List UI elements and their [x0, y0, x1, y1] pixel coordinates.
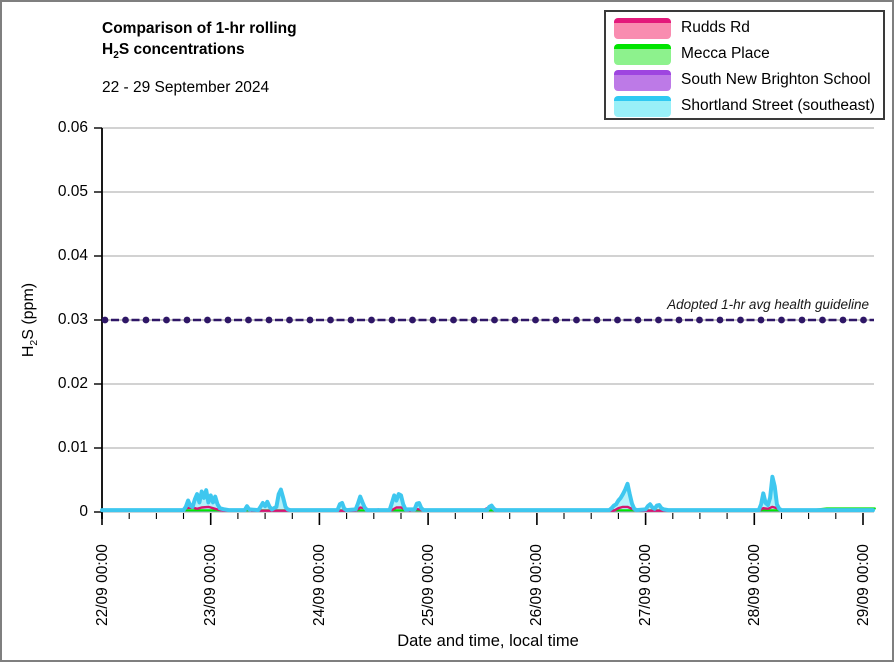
legend-item: Rudds Rd: [606, 15, 883, 41]
x-tick-label: 25/09 00:00: [420, 544, 437, 626]
guideline-dot: [573, 316, 580, 324]
y-tick-label: 0.01: [57, 439, 88, 456]
guideline-dot: [696, 316, 703, 324]
guideline-dot: [163, 316, 170, 324]
guideline-annotation: Adopted 1-hr avg health guideline: [667, 297, 869, 312]
legend-item: South New Brighton School: [606, 67, 883, 93]
guideline-dot: [224, 316, 232, 324]
y-tick-label: 0.04: [57, 247, 88, 264]
guideline-dot: [655, 316, 662, 324]
x-tick-label: 22/09 00:00: [94, 544, 111, 626]
guideline-dot: [388, 316, 396, 324]
guideline-dot: [757, 316, 765, 324]
y-tick-label: 0.05: [57, 183, 88, 200]
chart-subtitle: 22 - 29 September 2024: [102, 79, 270, 97]
guideline-dot: [470, 316, 478, 324]
guideline-dot: [286, 316, 293, 324]
guideline-dot: [429, 316, 437, 324]
guideline-dot: [409, 316, 416, 324]
guideline-dot: [491, 316, 498, 324]
guideline-dot: [245, 316, 252, 324]
x-tick-label: 28/09 00:00: [746, 544, 763, 626]
guideline-dot: [716, 316, 724, 324]
legend-item-label: Shortland Street (southeast): [681, 97, 875, 114]
legend-item: Shortland Street (southeast): [606, 93, 883, 119]
guideline-dot: [101, 316, 109, 324]
chart-title-line1: Comparison of 1-hr rolling: [102, 20, 297, 37]
guideline-dot: [798, 316, 806, 324]
guideline-dot: [204, 316, 211, 324]
guideline-dot: [368, 316, 375, 324]
legend-item-label: Mecca Place: [681, 45, 770, 62]
legend-color-swatch: [614, 69, 671, 91]
guideline-dot: [122, 316, 129, 324]
guideline-dot: [552, 316, 560, 324]
legend-item: Mecca Place: [606, 41, 883, 67]
legend-item-label: South New Brighton School: [681, 71, 871, 88]
guideline-dot: [347, 316, 355, 324]
legend-color-swatch: [614, 17, 671, 39]
legend-color-swatch: [614, 95, 671, 117]
guideline-dot: [306, 316, 314, 324]
legend-item-label: Rudds Rd: [681, 19, 750, 36]
guideline-dot: [450, 316, 457, 324]
x-tick-label: 24/09 00:00: [311, 544, 328, 626]
y-axis-title: H2S (ppm): [20, 282, 41, 358]
chart-title-block: Comparison of 1-hr rolling H2S concentra…: [102, 18, 297, 97]
guideline-dot: [860, 316, 867, 324]
guideline-dot: [737, 316, 744, 324]
chart-title-line2: H2S concentrations: [102, 41, 245, 62]
guideline-dot: [839, 316, 847, 324]
x-tick-label: 26/09 00:00: [528, 544, 545, 626]
guideline-dot: [532, 316, 539, 324]
x-tick-label: 27/09 00:00: [637, 544, 654, 626]
x-tick-label: 29/09 00:00: [855, 544, 872, 626]
x-tick-label: 23/09 00:00: [202, 544, 219, 626]
guideline-dot: [593, 316, 601, 324]
y-tick-label: 0.02: [57, 375, 88, 392]
y-tick-label: 0.03: [57, 311, 88, 328]
legend: Rudds Rd Mecca Place South New Brighton Sc…: [604, 10, 885, 120]
guideline-dot: [675, 316, 683, 324]
y-tick-label: 0: [79, 503, 88, 520]
guideline-dot: [778, 316, 785, 324]
guideline-dot: [614, 316, 621, 324]
y-tick-label: 0.06: [57, 119, 88, 136]
guideline-dot: [511, 316, 519, 324]
guideline-dot: [142, 316, 150, 324]
x-axis-title: Date and time, local time: [397, 632, 579, 650]
guideline-dot: [183, 316, 191, 324]
legend-color-swatch: [614, 43, 671, 65]
guideline-dot: [265, 316, 273, 324]
guideline-dot: [819, 316, 826, 324]
guideline-dot: [634, 316, 642, 324]
series-line: [100, 474, 875, 513]
guideline-dot: [327, 316, 334, 324]
